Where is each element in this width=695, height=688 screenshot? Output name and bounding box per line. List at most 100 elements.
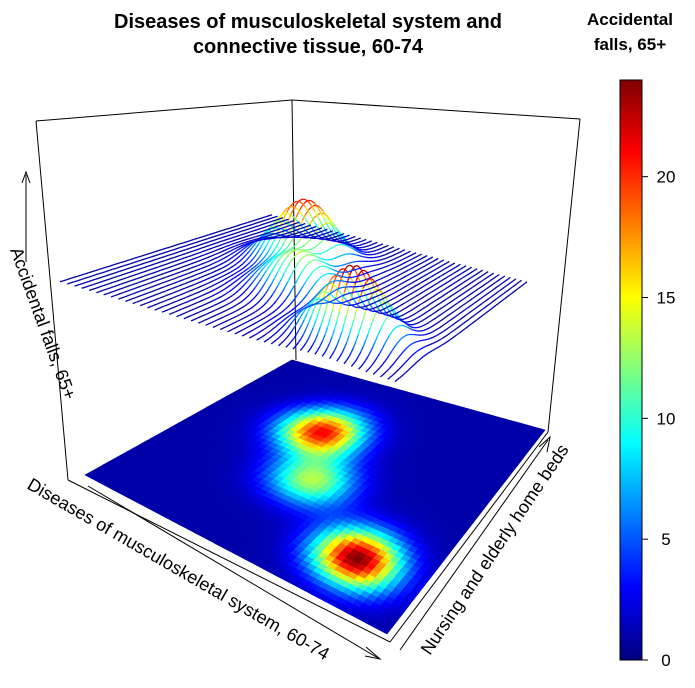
surface-line-segment: [274, 273, 277, 279]
surface-line-segment: [223, 316, 226, 317]
surface-line-segment: [201, 267, 204, 268]
surface-line-segment: [140, 268, 144, 269]
surface-line-segment: [329, 292, 332, 294]
surface-line-segment: [148, 253, 152, 254]
surface-line-segment: [192, 284, 195, 285]
surface-line-segment: [366, 242, 369, 243]
surface-line-segment: [233, 264, 236, 266]
surface-line-segment: [296, 253, 299, 256]
surface-line-segment: [369, 293, 372, 294]
surface-line-segment: [384, 281, 387, 282]
surface-line-segment: [216, 298, 219, 300]
surface-line-segment: [375, 357, 377, 361]
surface-line-segment: [201, 272, 204, 273]
surface-line-segment: [263, 317, 266, 319]
surface-line-segment: [457, 302, 459, 304]
surface-line-segment: [299, 301, 302, 304]
surface-line-segment: [181, 266, 184, 267]
surface-line-segment: [395, 380, 397, 382]
surface-line-segment: [419, 259, 422, 260]
surface-line-segment: [266, 326, 269, 328]
surface-line-segment: [420, 321, 422, 322]
surface-line-segment: [202, 285, 205, 286]
surface-line-segment: [181, 262, 184, 263]
surface-line-segment: [165, 310, 168, 311]
surface-line-segment: [431, 308, 433, 310]
surface-line-segment: [442, 318, 444, 320]
surface-line-segment: [433, 264, 436, 266]
surface-line-segment: [253, 255, 256, 259]
surface-line-segment: [301, 285, 304, 290]
surface-line-segment: [243, 261, 246, 264]
surface-line-segment: [176, 248, 180, 249]
surface-line-segment: [472, 322, 474, 324]
surface-line-segment: [441, 313, 443, 315]
surface-line-segment: [309, 200, 312, 201]
surface-line-segment: [178, 305, 181, 306]
surface-line-segment: [257, 272, 260, 276]
surface-line-segment: [179, 309, 182, 310]
surface-line-segment: [395, 291, 398, 293]
surface-line-segment: [219, 230, 223, 231]
surface-line-segment: [198, 306, 201, 307]
surface-line-segment: [203, 243, 206, 244]
surface-line-segment: [399, 376, 401, 378]
surface-line-segment: [481, 297, 483, 299]
surface-line-segment: [479, 276, 481, 278]
surface-line-segment: [444, 323, 446, 325]
surface-line-segment: [136, 301, 139, 302]
surface-line-segment: [438, 321, 440, 323]
surface-line-segment: [256, 244, 259, 249]
surface-line-segment: [388, 285, 391, 286]
surface-line-segment: [359, 256, 362, 257]
surface-line-segment: [297, 318, 300, 323]
surface-line-segment: [414, 286, 417, 288]
surface-line-segment: [237, 252, 240, 255]
surface-line-segment: [174, 264, 177, 265]
surface-line-segment: [462, 287, 464, 289]
surface-line-segment: [285, 329, 288, 332]
surface-line-segment: [299, 235, 302, 236]
surface-line-segment: [449, 302, 451, 304]
surface-line-segment: [315, 351, 318, 355]
surface-line-segment: [147, 265, 151, 266]
surface-line-segment: [417, 360, 419, 362]
surface-line-segment: [166, 295, 169, 296]
surface-line-segment: [185, 253, 189, 254]
surface-line-segment: [394, 254, 397, 255]
surface-line-segment: [215, 283, 218, 285]
surface-line-segment: [122, 297, 125, 298]
surface-line-segment: [452, 312, 454, 314]
surface-line-segment: [245, 288, 248, 291]
surface-line-segment: [195, 283, 198, 284]
surface-line-segment: [313, 300, 316, 301]
surface-line-segment: [487, 299, 489, 301]
surface-line-segment: [446, 341, 448, 343]
surface-line-segment: [435, 335, 437, 336]
surface-line-segment: [426, 339, 428, 340]
surface-line-segment: [128, 290, 131, 291]
surface-line-segment: [171, 270, 174, 271]
surface-line-segment: [491, 273, 493, 275]
surface-line-segment: [434, 300, 436, 302]
surface-line-segment: [88, 272, 92, 273]
surface-line-segment: [405, 318, 408, 319]
surface-line-segment: [388, 261, 391, 262]
surface-line-segment: [120, 266, 124, 267]
surface-line-segment: [330, 355, 332, 359]
surface-line-segment: [211, 305, 214, 306]
surface-line-segment: [386, 291, 389, 292]
surface-line-segment: [159, 297, 162, 298]
surface-line-segment: [295, 294, 298, 298]
surface-line-segment: [256, 251, 259, 256]
surface-line-segment: [299, 325, 302, 330]
surface-line-segment: [302, 308, 305, 309]
surface-line-segment: [144, 258, 148, 259]
surface-line-segment: [415, 362, 417, 364]
surface-line-segment: [200, 295, 203, 296]
surface-line-segment: [259, 225, 262, 226]
surface-line-segment: [382, 345, 384, 349]
surface-line-segment: [382, 362, 384, 365]
surface-line-segment: [266, 315, 269, 317]
surface-line-segment: [373, 372, 375, 374]
